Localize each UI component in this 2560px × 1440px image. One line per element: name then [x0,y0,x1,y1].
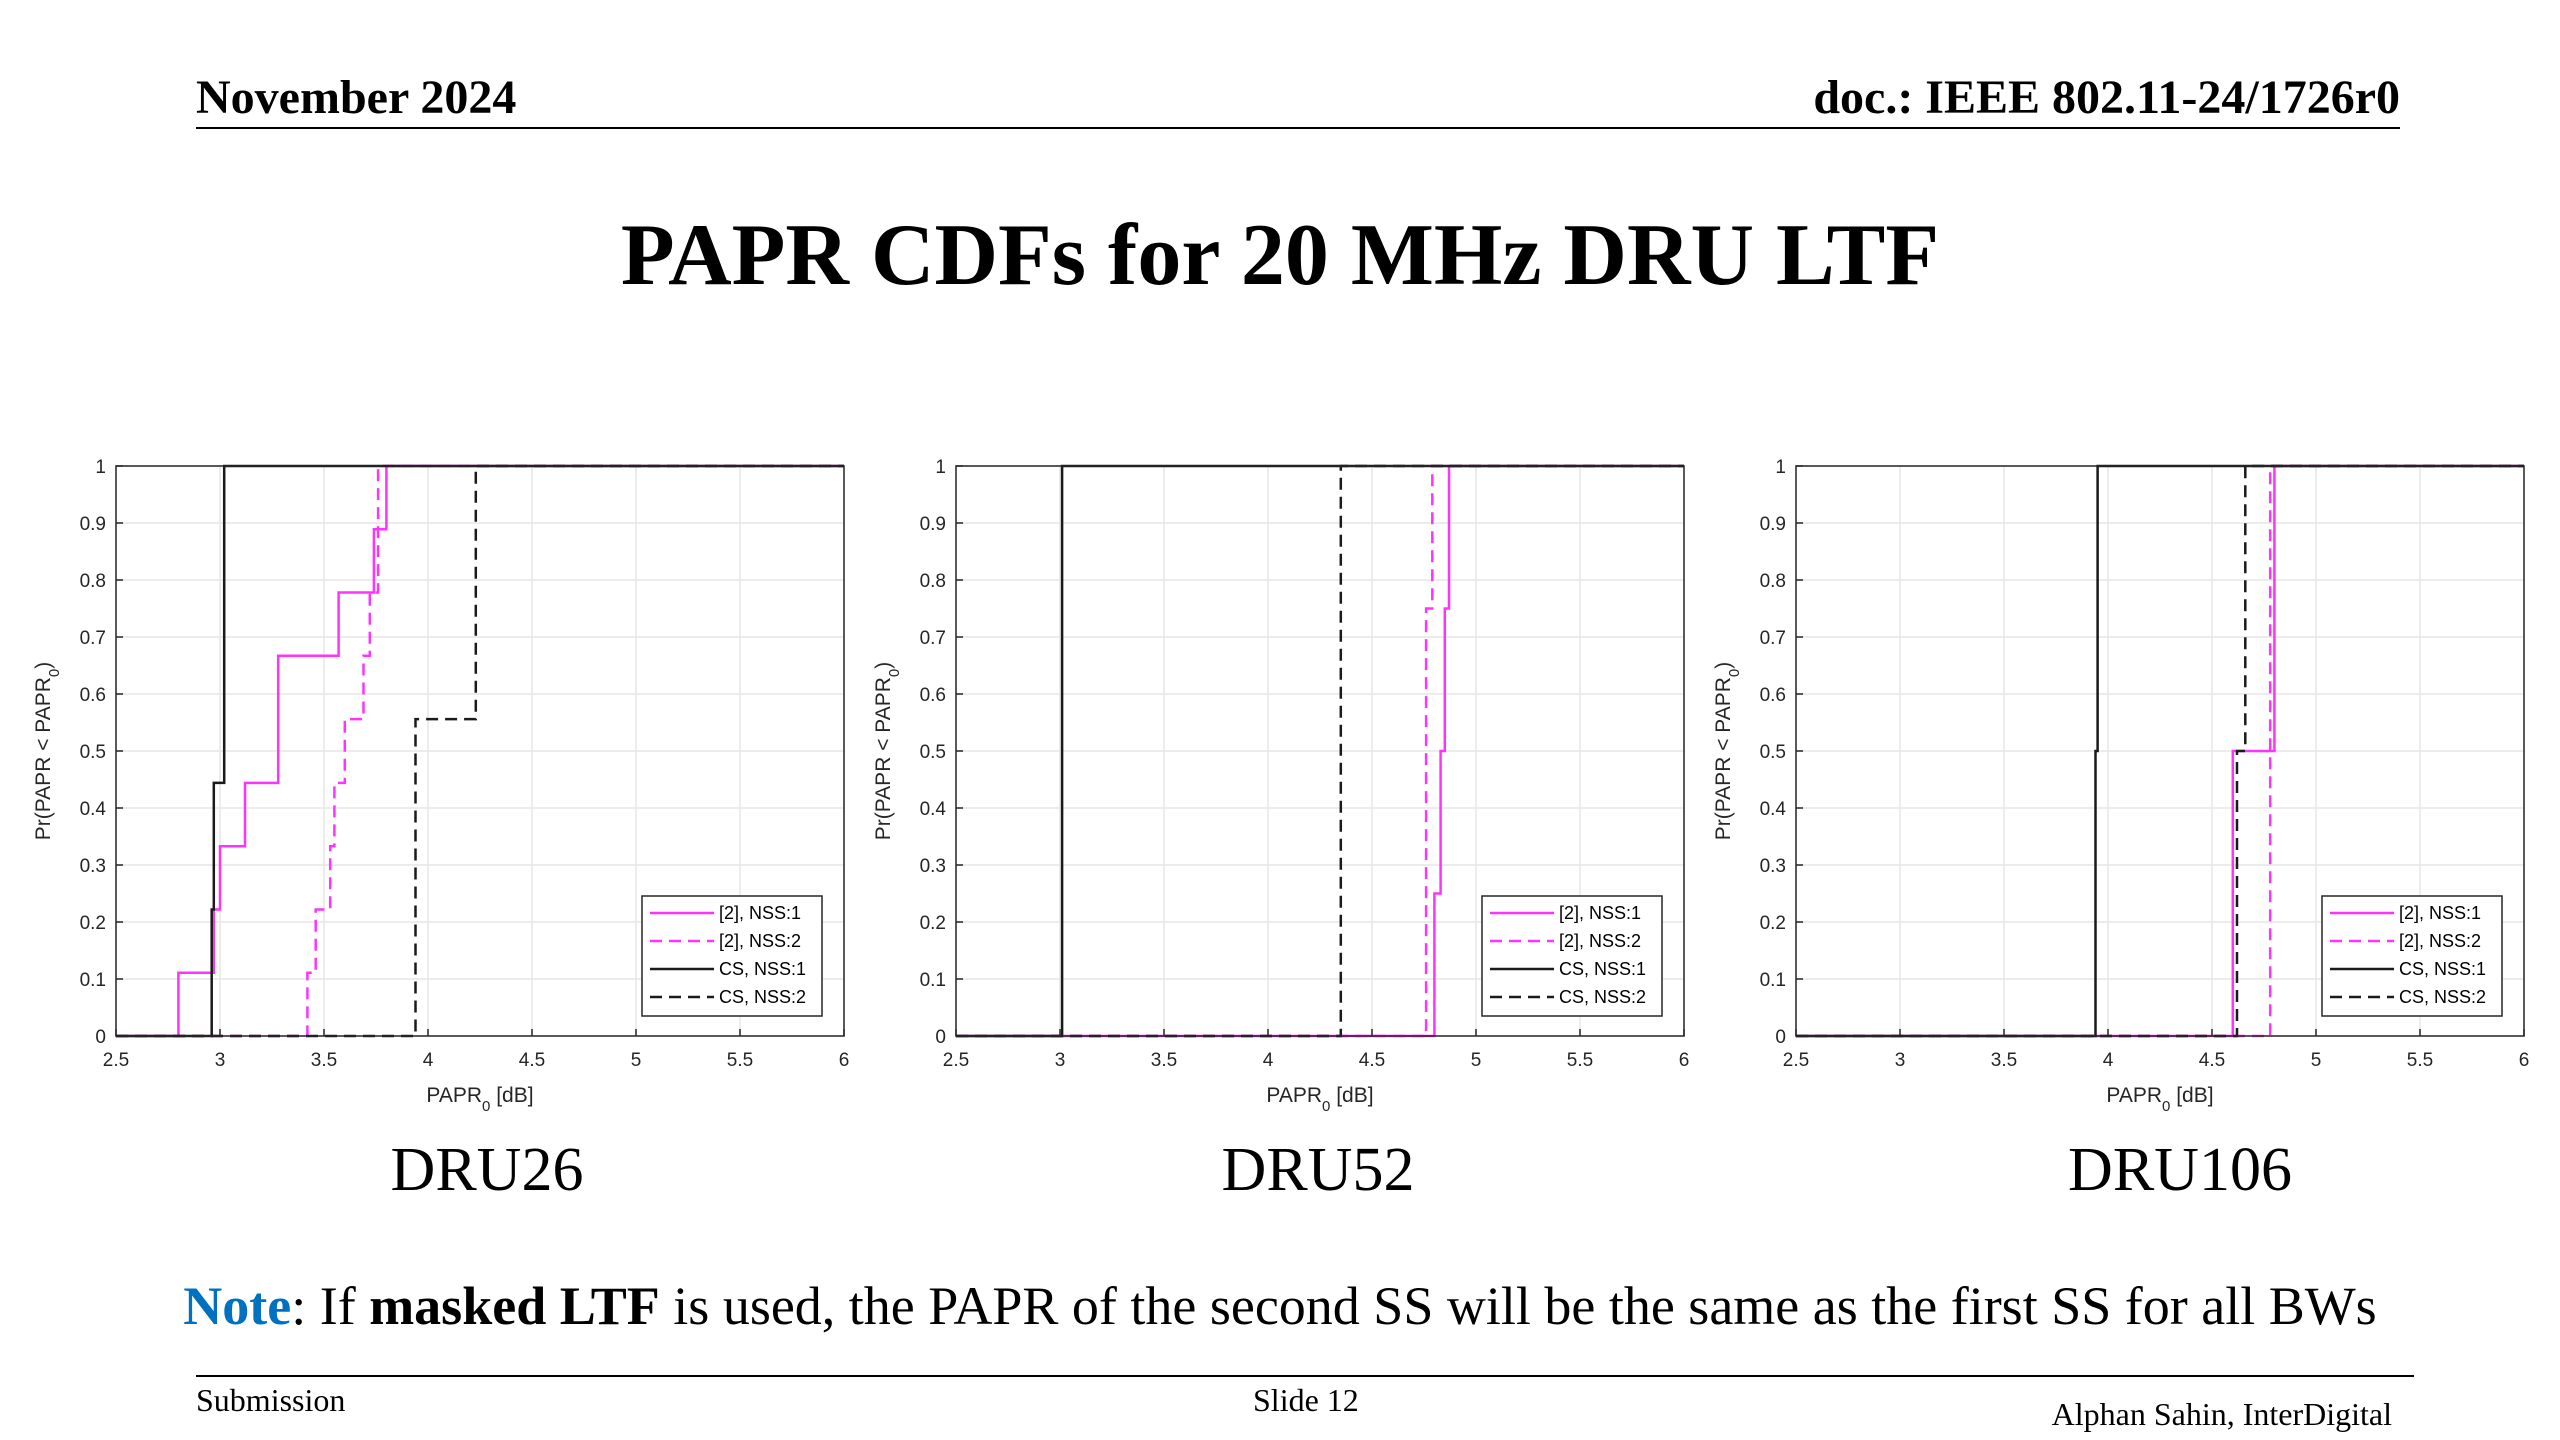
y-tick-label: 0.8 [80,571,106,592]
series-line-3 [116,464,844,1038]
chart-dru106: 2.5 3 3.5 4 4.5 5 5.5 6 0 0.1 0.2 0.3 0.4 0.5 0.6 0.7 0.… [1712,457,2530,1115]
x-axis-label: PAPR0 [dB] [2106,1084,2213,1115]
legend-label-4: CS, NSS:2 [719,987,806,1007]
legend-label-1: [2], NSS:1 [1559,903,1641,923]
x-tick-label: 5 [2311,1050,2322,1071]
x-tick-label: 4 [1263,1050,1274,1071]
legend-label-2: [2], NSS:2 [1559,931,1641,951]
x-tick-label: 5.5 [727,1050,753,1071]
header-rule [196,127,2400,129]
x-tick-label: 3 [1895,1050,1906,1071]
chart-caption-dru26: DRU26 [390,1136,584,1204]
y-tick-label: 0.7 [1760,628,1786,649]
y-tick-label: 0 [1775,1027,1786,1048]
x-tick-label: 6 [839,1050,850,1071]
footer-author: Alphan Sahin, InterDigital [2051,1396,2392,1432]
x-tick-label: 6 [2519,1050,2530,1071]
series-line-1 [116,464,844,1038]
y-tick-label: 0 [95,1027,106,1048]
x-tick-label: 2.5 [103,1050,129,1071]
y-tick-label: 0.3 [80,856,106,877]
x-tick-label: 2.5 [943,1050,969,1071]
y-tick-label: 0.6 [80,685,106,706]
x-tick-label: 3 [215,1050,226,1071]
x-tick-label: 4.5 [2199,1050,2225,1071]
header-date: November 2024 [196,71,517,124]
legend-label-4: CS, NSS:2 [1559,987,1646,1007]
y-tick-label: 0.2 [80,913,106,934]
x-tick-label: 4 [2103,1050,2114,1071]
y-axis-label: Pr(PAPR < PAPR0) [1712,662,1743,841]
y-tick-label: 0.5 [1760,742,1786,763]
x-tick-label: 3.5 [311,1050,337,1071]
y-tick-label: 0.5 [80,742,106,763]
slide-title: PAPR CDFs for 20 MHz DRU LTF [620,207,1940,304]
y-tick-label: 0.1 [1760,970,1786,991]
legend-label-4: CS, NSS:2 [2399,987,2486,1007]
footer-slide-number: Slide 12 [1253,1382,1359,1418]
x-tick-label: 5.5 [1567,1050,1593,1071]
y-tick-label: 0.7 [920,628,946,649]
y-tick-label: 0.1 [80,970,106,991]
x-tick-label: 3.5 [1151,1050,1177,1071]
chart-dru26: 2.5 3 3.5 4 4.5 5 5.5 6 0 0.1 0.2 0.3 0.4 0.5 0.6 0.7 0.… [32,457,850,1115]
x-axis-label: PAPR0 [dB] [426,1084,533,1115]
chart-dru52: 2.5 3 3.5 4 4.5 5 5.5 6 0 0.1 0.2 0.3 0.4 0.5 0.6 0.7 0.… [872,457,1690,1115]
y-tick-label: 0.6 [920,685,946,706]
legend-label-3: CS, NSS:1 [1559,959,1646,979]
x-tick-label: 3 [1055,1050,1066,1071]
x-tick-label: 4 [423,1050,434,1071]
x-tick-label: 5.5 [2407,1050,2433,1071]
y-tick-label: 0.2 [1760,913,1786,934]
footer-submission: Submission [196,1382,346,1418]
x-tick-label: 3.5 [1991,1050,2017,1071]
legend-label-3: CS, NSS:1 [2399,959,2486,979]
y-axis-label: Pr(PAPR < PAPR0) [872,662,903,841]
y-tick-label: 0.4 [80,799,107,820]
chart-caption-dru106: DRU106 [2068,1136,2292,1204]
x-tick-label: 4.5 [519,1050,545,1071]
legend-label-3: CS, NSS:1 [719,959,806,979]
note-prefix: : If [291,1276,370,1336]
legend-label-1: [2], NSS:1 [2399,903,2481,923]
note-bold: masked LTF [369,1276,660,1336]
y-tick-label: 0.8 [1760,571,1786,592]
x-axis-label: PAPR0 [dB] [1266,1084,1373,1115]
y-tick-label: 0.1 [920,970,946,991]
legend-box [1481,895,1663,1017]
y-axis-label: Pr(PAPR < PAPR0) [32,662,63,841]
y-tick-label: 1 [95,457,106,478]
legend-label-2: [2], NSS:2 [2399,931,2481,951]
y-tick-label: 0.9 [1760,514,1786,535]
y-tick-label: 0.3 [1760,856,1786,877]
chart-caption-dru52: DRU52 [1221,1136,1415,1204]
y-tick-label: 0.8 [920,571,946,592]
y-tick-label: 0.9 [920,514,946,535]
x-tick-label: 6 [1679,1050,1690,1071]
legend-label-2: [2], NSS:2 [719,931,801,951]
y-tick-label: 0.5 [920,742,946,763]
y-tick-label: 0 [935,1027,946,1048]
y-tick-label: 0.4 [1760,799,1787,820]
x-tick-label: 5 [631,1050,642,1071]
note-rest: is used, the PAPR of the second SS will … [659,1276,2377,1336]
y-tick-label: 0.2 [920,913,946,934]
series-line-2 [116,464,844,1038]
y-tick-label: 1 [1775,457,1786,478]
series-line-1 [956,464,1684,1038]
y-tick-label: 0.6 [1760,685,1786,706]
y-tick-label: 0.3 [920,856,946,877]
x-tick-label: 4.5 [1359,1050,1385,1071]
x-tick-label: 2.5 [1783,1050,1809,1071]
y-tick-label: 0.7 [80,628,106,649]
header-doc-id: doc.: IEEE 802.11-24/1726r0 [1813,71,2400,124]
y-tick-label: 0.4 [920,799,947,820]
note-text: Note: If masked LTF is used, the PAPR of… [0,1275,2560,1337]
note-label: Note [183,1276,292,1336]
y-tick-label: 1 [935,457,946,478]
x-tick-label: 5 [1471,1050,1482,1071]
y-tick-label: 0.9 [80,514,106,535]
legend-label-1: [2], NSS:1 [719,903,801,923]
footer-rule [196,1375,2414,1377]
